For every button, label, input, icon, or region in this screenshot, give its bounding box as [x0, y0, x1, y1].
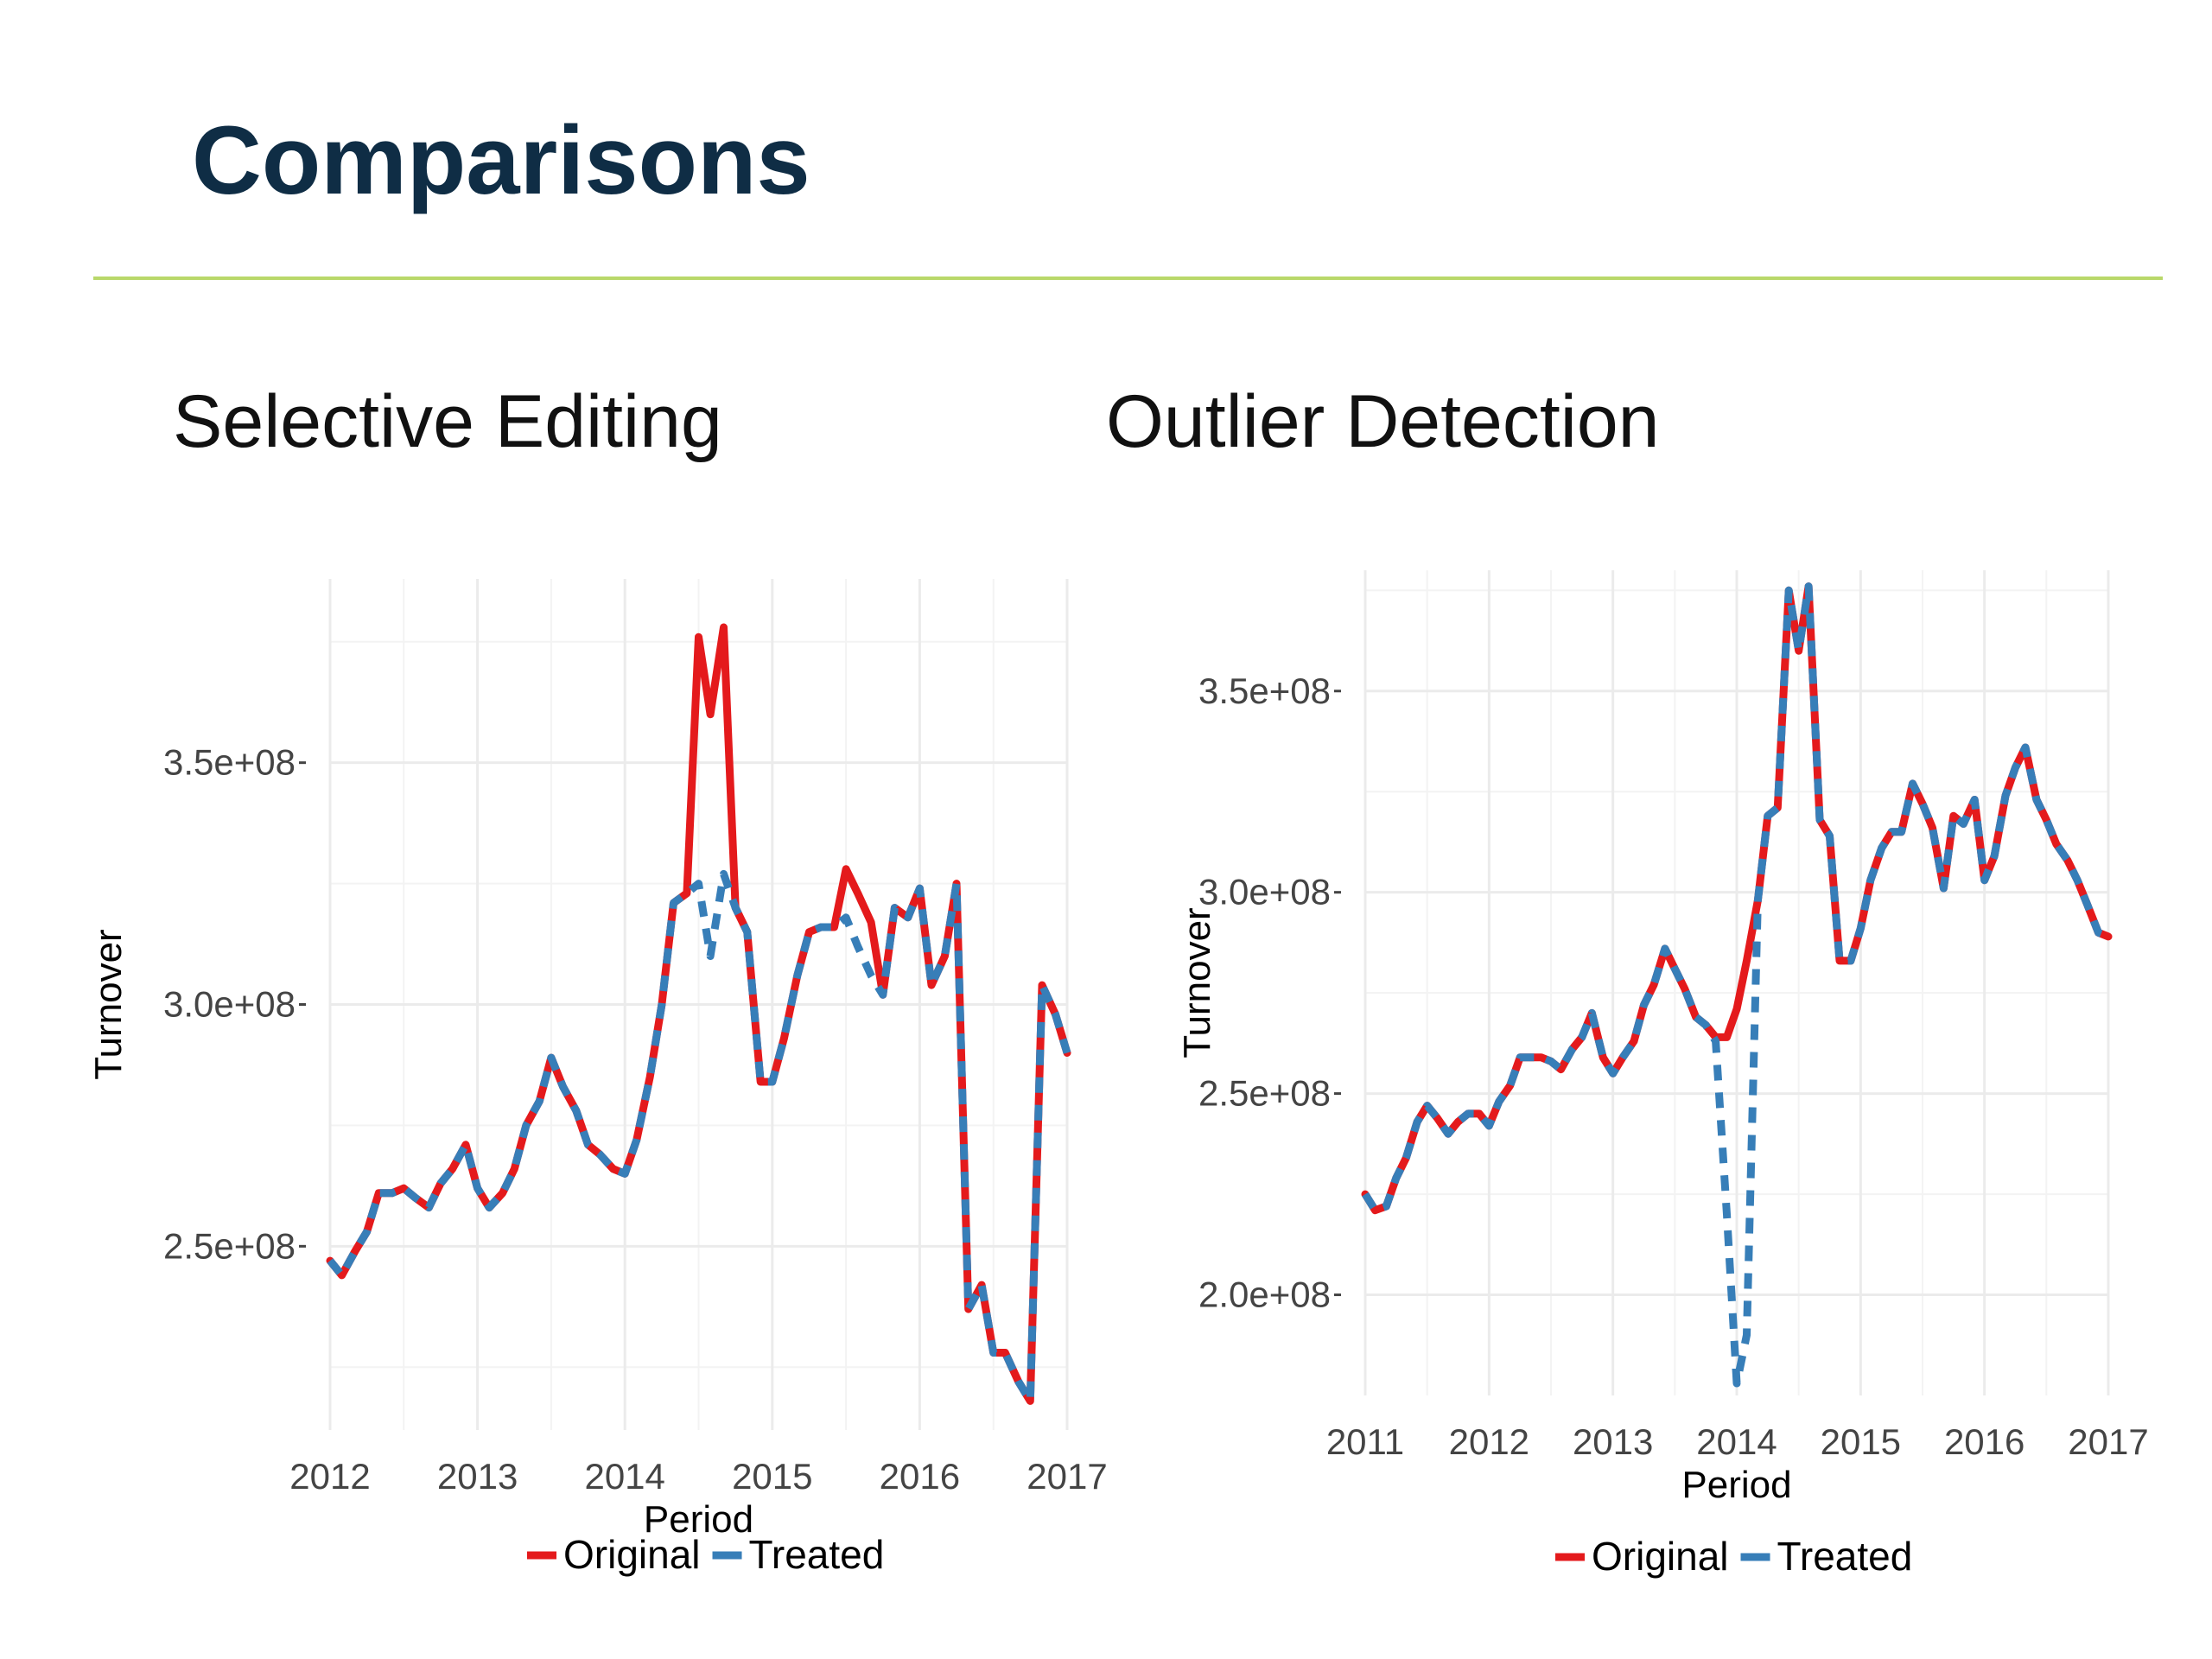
y-axis-label: Turnover: [87, 929, 130, 1079]
panel-title-outlier-detection: Outlier Detection: [1106, 380, 1660, 463]
x-axis-label: Period: [1681, 1464, 1791, 1506]
x-axis-label: Period: [644, 1498, 753, 1541]
y-tick-label: 3.0e+08: [1198, 872, 1331, 912]
x-tick-label: 2016: [1944, 1421, 2024, 1462]
series-line-treated: [1362, 582, 2110, 1388]
y-tick-label: 2.5e+08: [163, 1225, 296, 1266]
slide-title: Comparisons: [192, 106, 810, 214]
grid: [328, 579, 1069, 1430]
x-tick-label: 2016: [880, 1456, 960, 1497]
title-divider: [93, 276, 2163, 280]
legend: Original Treated: [527, 1532, 884, 1577]
x-tick-label: 2015: [732, 1456, 812, 1497]
y-tick-label: 3.0e+08: [163, 984, 296, 1025]
series-line-original: [326, 623, 1071, 1405]
y-tick-label: 2.0e+08: [1198, 1274, 1331, 1315]
x-tick-label: 2015: [1821, 1421, 1901, 1462]
legend: Original Treated: [1555, 1534, 1912, 1579]
legend-label-original: Original: [563, 1532, 701, 1577]
x-tick-label: 2012: [289, 1456, 370, 1497]
x-tick-label: 2014: [1696, 1421, 1777, 1462]
grid: [1363, 570, 2110, 1395]
y-tick-label: 3.5e+08: [163, 742, 296, 783]
legend-label-treated: Treated: [749, 1532, 885, 1577]
x-tick-label: 2013: [1573, 1421, 1653, 1462]
x-tick-label: 2012: [1449, 1421, 1529, 1462]
chart-selective-editing: 2.5e+08 3.0e+08 3.5e+08 2012 2013 2014 2015 201…: [87, 579, 1106, 1577]
legend-label-treated: Treated: [1777, 1534, 1913, 1579]
y-tick-label: 2.5e+08: [1198, 1073, 1331, 1114]
panel-title-selective-editing: Selective Editing: [173, 380, 722, 463]
x-tick-label: 2013: [437, 1456, 518, 1497]
y-tick-label: 3.5e+08: [1198, 671, 1331, 711]
chart-outlier-detection: 2.0e+08 2.5e+08 3.0e+08 3.5e+08 2011 2012 2013…: [1176, 570, 2149, 1579]
y-axis-label: Turnover: [1176, 907, 1218, 1058]
x-tick-label: 2017: [2068, 1421, 2148, 1462]
x-tick-label: 2014: [584, 1456, 664, 1497]
legend-label-original: Original: [1592, 1534, 1729, 1579]
x-tick-label: 2011: [1326, 1421, 1404, 1462]
x-tick-label: 2017: [1027, 1456, 1106, 1497]
series-line-treated: [327, 869, 1071, 1405]
